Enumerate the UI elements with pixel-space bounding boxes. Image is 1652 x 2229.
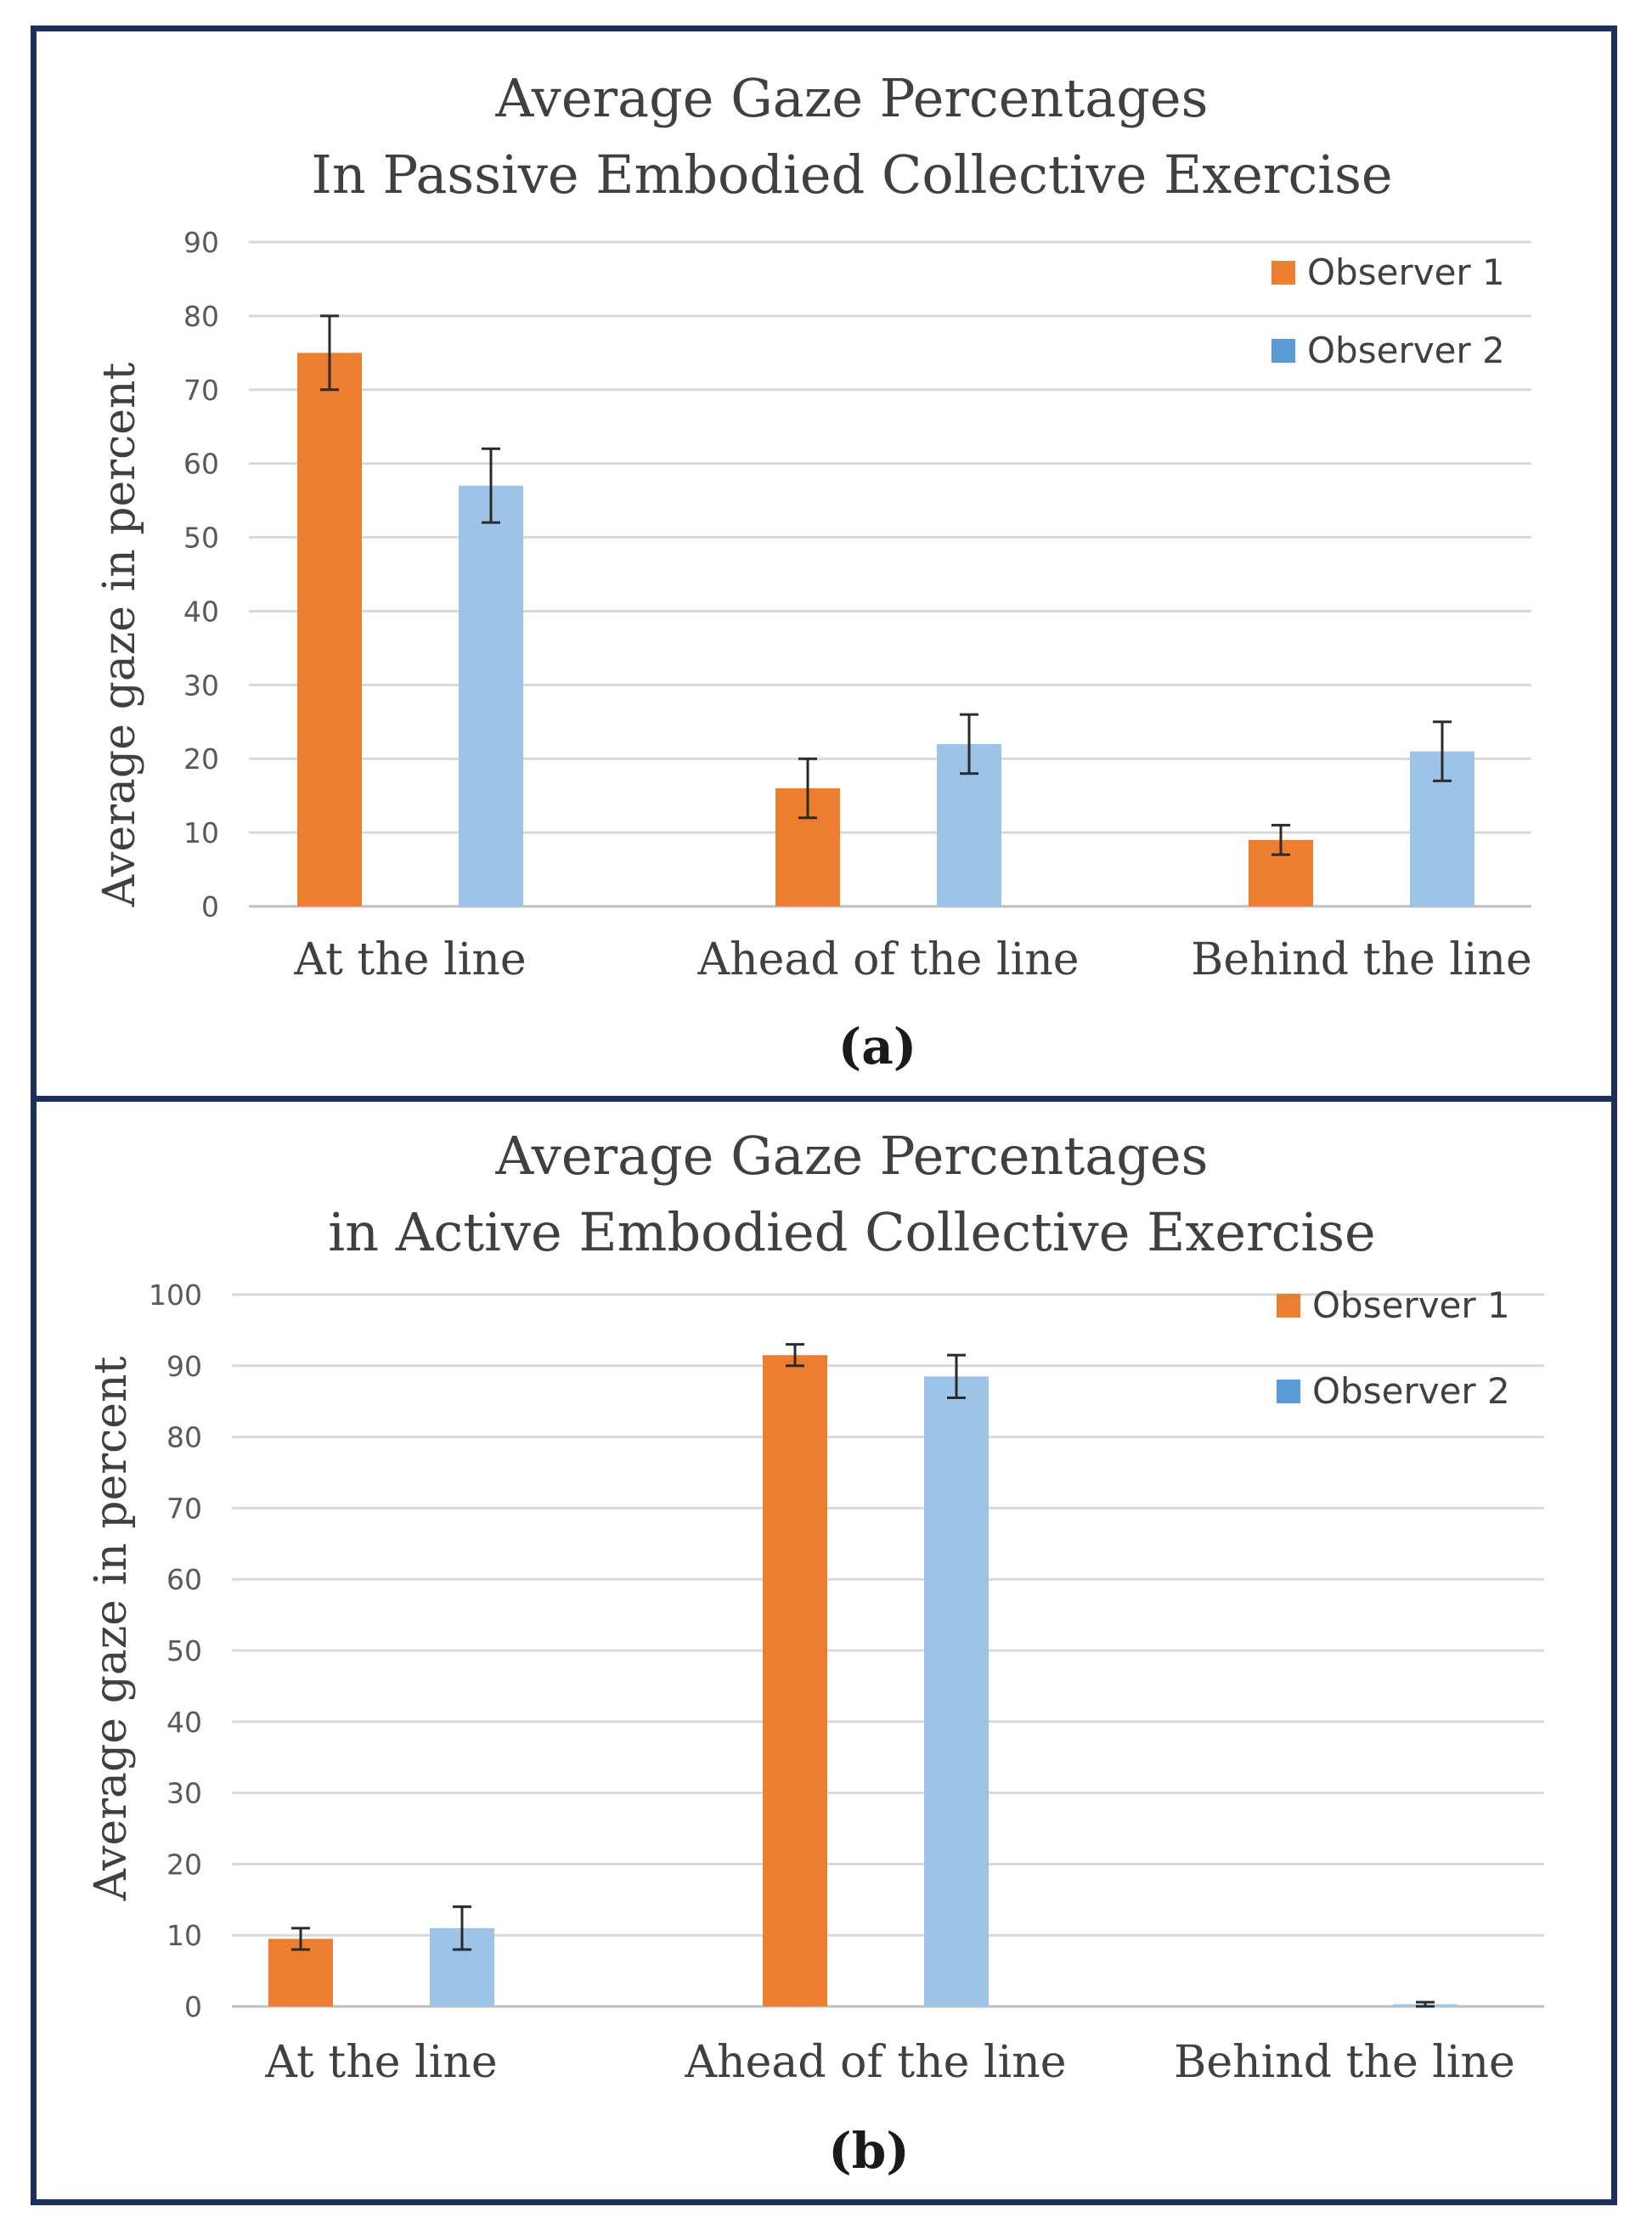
bar-observer-1-0: [297, 353, 362, 906]
y-tick-label: 0: [201, 890, 219, 923]
y-tick-label: 50: [166, 1634, 202, 1668]
bar-observer-2-1: [924, 1376, 989, 2006]
y-tick-label: 80: [166, 1421, 202, 1454]
chart-title-line-2: In Passive Embodied Collective Exercise: [311, 144, 1392, 206]
y-tick-label: 20: [166, 1848, 202, 1881]
legend-swatch: [1271, 261, 1295, 285]
legend-swatch: [1271, 339, 1295, 363]
y-tick-label: 30: [166, 1777, 202, 1810]
y-tick-label: 40: [183, 595, 219, 628]
y-tick-label: 90: [183, 226, 219, 259]
chart-title-line-1: Average Gaze Percentages: [495, 67, 1209, 129]
x-tick-label: At the line: [293, 934, 526, 985]
chart-panel-a: Average Gaze Percentages In Passive Embo…: [31, 25, 1617, 1103]
x-tick-label: Ahead of the line: [697, 934, 1080, 985]
bar-observer-1-1: [763, 1355, 827, 2006]
chart-a: Average Gaze Percentages In Passive Embo…: [94, 67, 1532, 1075]
chart-caption: (b): [828, 2122, 909, 2180]
x-tick-label: Behind the line: [1191, 934, 1532, 985]
y-tick-label: 40: [166, 1706, 202, 1739]
y-tick-label: 70: [183, 374, 219, 407]
y-tick-label: 60: [166, 1563, 202, 1596]
y-tick-label: 0: [184, 1990, 202, 2023]
legend-label: Observer 2: [1312, 1370, 1510, 1412]
legend-label: Observer 1: [1307, 251, 1505, 293]
y-axis-label: Average gaze in percent: [94, 362, 145, 907]
y-tick-label: 80: [183, 300, 219, 333]
y-axis-label: Average gaze in percent: [86, 1356, 137, 1901]
y-tick-label: 90: [166, 1350, 202, 1383]
y-tick-label: 60: [183, 448, 219, 481]
chart-panel-b: Average Gaze Percentages in Active Embod…: [31, 1096, 1617, 2205]
y-tick-label: 70: [166, 1492, 202, 1525]
legend-label: Observer 2: [1307, 330, 1505, 371]
legend-swatch: [1277, 1380, 1300, 1403]
chart-caption: (a): [838, 1018, 916, 1075]
chart-title-line-2: in Active Embodied Collective Exercise: [328, 1201, 1375, 1263]
legend-label: Observer 1: [1312, 1284, 1510, 1326]
bar-observer-2-0: [459, 485, 523, 906]
legend-swatch: [1277, 1294, 1300, 1318]
x-tick-label: Behind the line: [1174, 2037, 1515, 2088]
x-tick-label: At the line: [264, 2037, 497, 2088]
x-tick-label: Ahead of the line: [685, 2037, 1067, 2088]
y-tick-label: 10: [166, 1919, 202, 1952]
y-tick-label: 10: [183, 816, 219, 849]
y-tick-label: 30: [183, 669, 219, 702]
y-tick-label: 100: [149, 1278, 202, 1312]
chart-b: Average Gaze Percentages in Active Embod…: [86, 1125, 1544, 2180]
y-tick-label: 20: [183, 742, 219, 776]
chart-title-line-1: Average Gaze Percentages: [495, 1125, 1209, 1187]
y-tick-label: 50: [183, 522, 219, 555]
